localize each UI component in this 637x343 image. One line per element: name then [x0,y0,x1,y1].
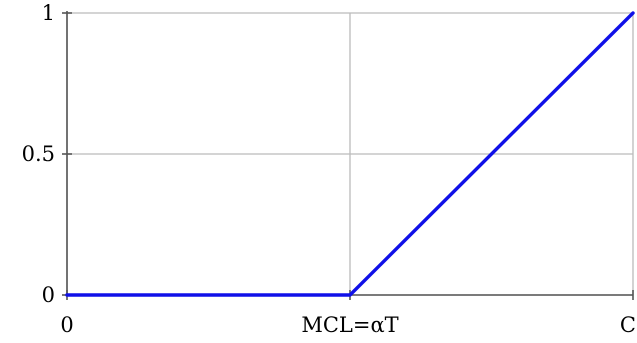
y-tick-label-0: 0 [42,283,55,307]
y-tick-label-2: 1 [42,1,55,25]
tick-labels: 0 MCL=αT C 0 0.5 1 [22,1,636,337]
y-tick-label-1: 0.5 [22,142,55,166]
series-layer [65,11,635,297]
x-tick-label-0: 0 [60,313,73,337]
axes [62,11,634,300]
x-tick-label-1: MCL=αT [301,313,398,337]
x-tick-label-2: C [620,313,636,337]
grid-layer [66,12,634,296]
